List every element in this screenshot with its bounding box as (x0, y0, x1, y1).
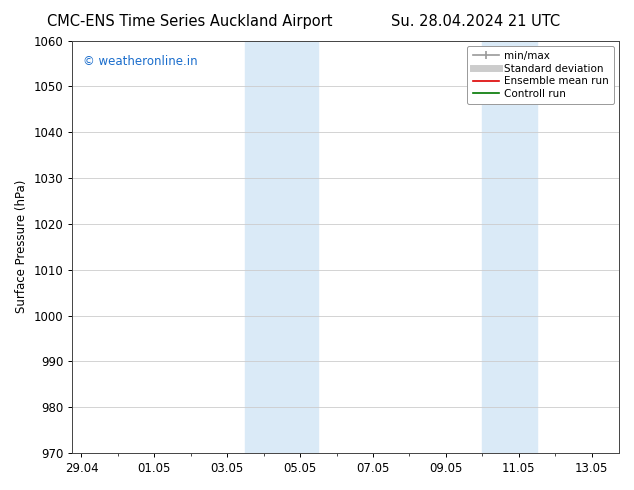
Text: Su. 28.04.2024 21 UTC: Su. 28.04.2024 21 UTC (391, 14, 560, 29)
Text: © weatheronline.in: © weatheronline.in (83, 55, 198, 68)
Bar (245, 41, 318, 453)
Legend: min/max, Standard deviation, Ensemble mean run, Controll run: min/max, Standard deviation, Ensemble me… (467, 46, 614, 104)
Y-axis label: Surface Pressure (hPa): Surface Pressure (hPa) (15, 180, 28, 314)
Bar (482, 41, 537, 453)
Text: CMC-ENS Time Series Auckland Airport: CMC-ENS Time Series Auckland Airport (48, 14, 333, 29)
